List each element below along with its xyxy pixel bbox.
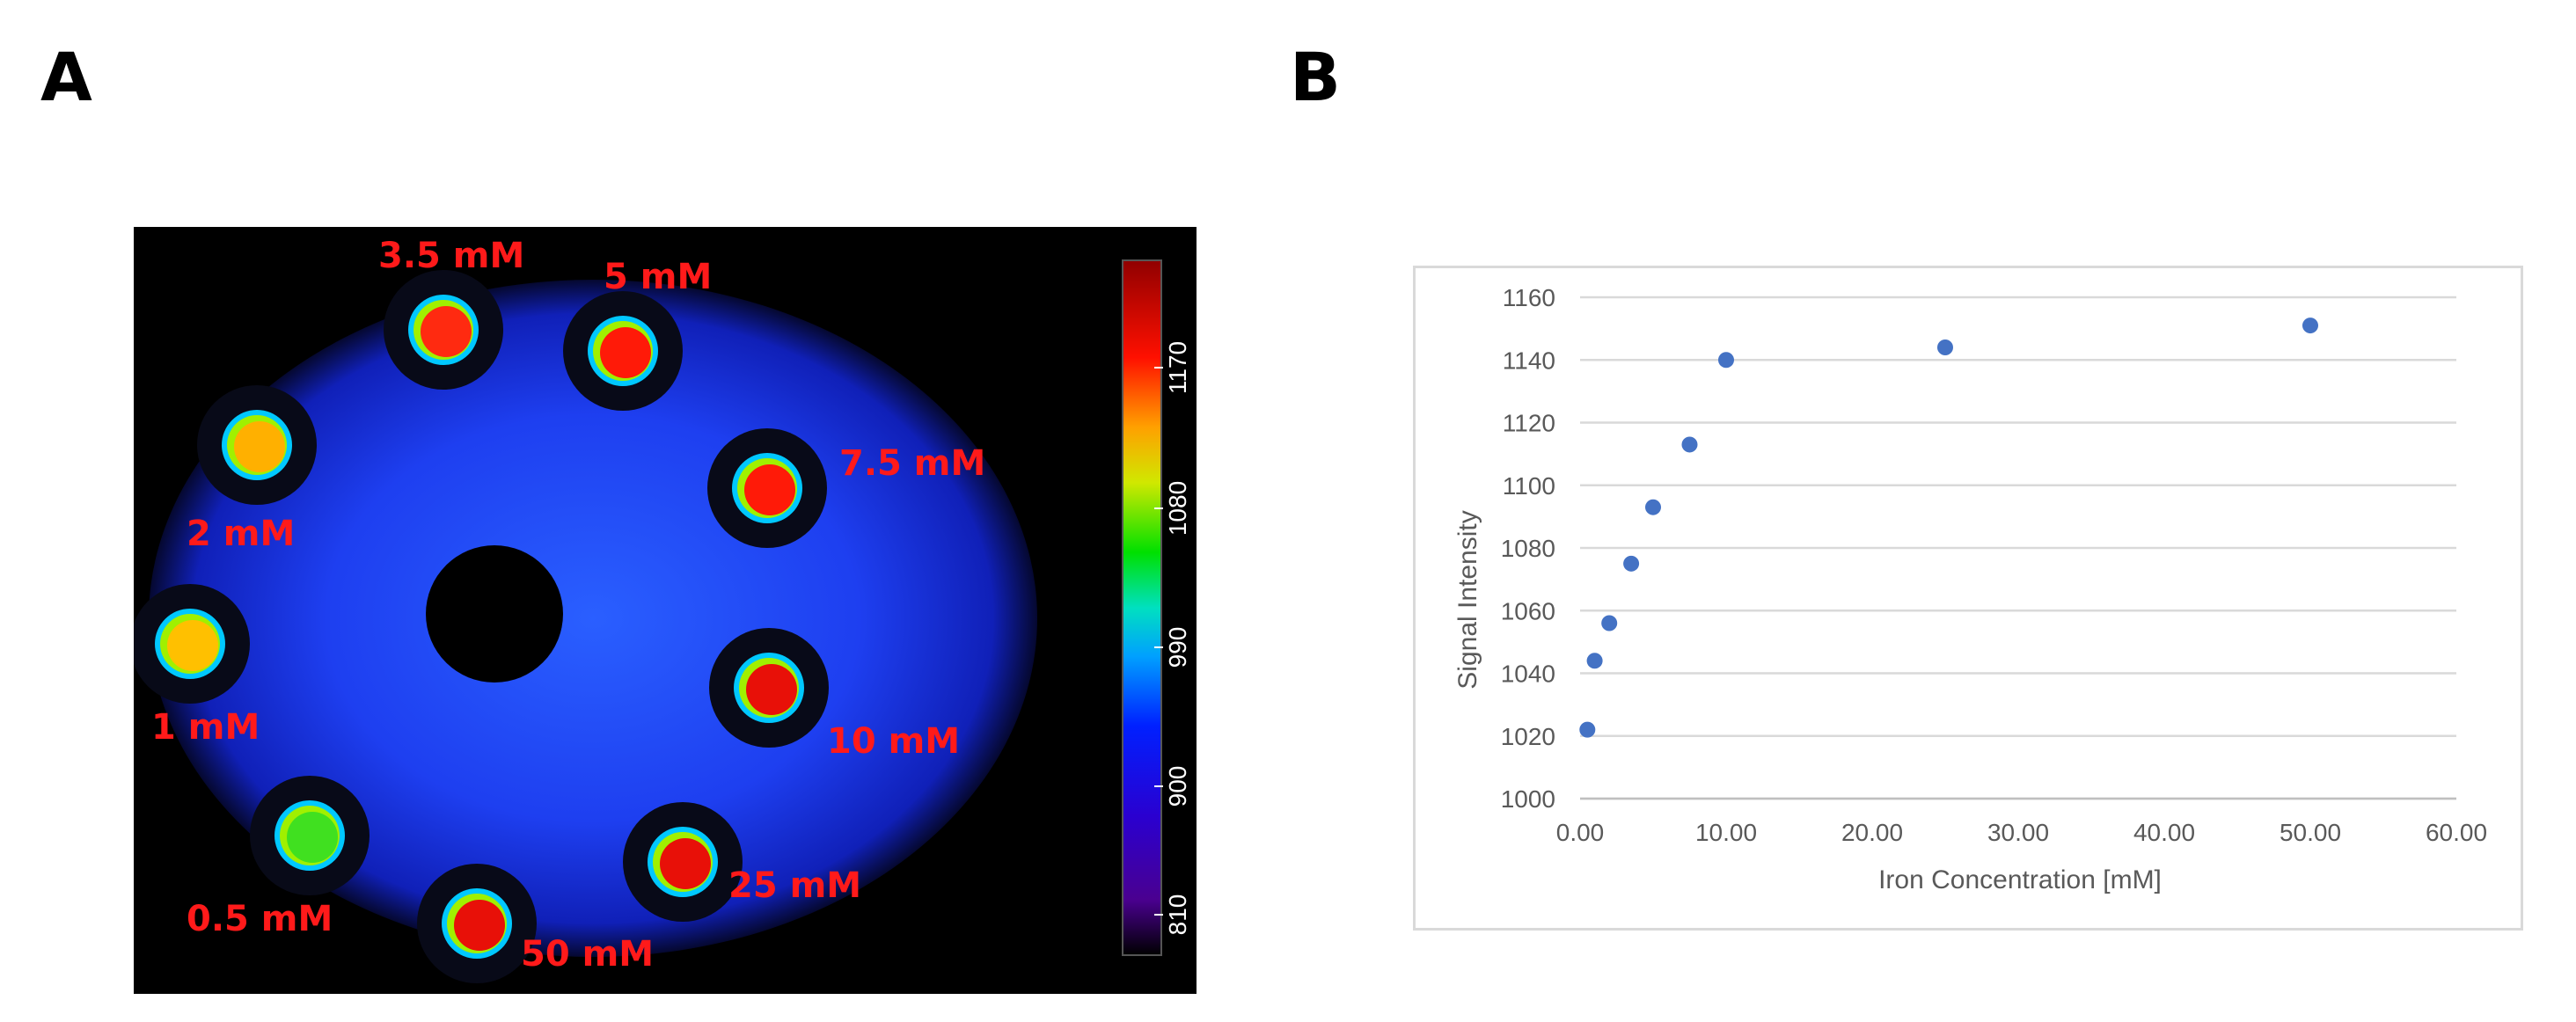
data-point <box>1586 653 1603 669</box>
x-tick-label: 0.00 <box>1556 819 1605 846</box>
y-tick-label: 1020 <box>1501 723 1555 750</box>
data-point <box>1579 721 1596 738</box>
data-point <box>1681 436 1698 453</box>
colorbar-tick-label: 990 <box>1164 627 1191 668</box>
tube-concentration-label: 10 mM <box>827 721 960 762</box>
data-point <box>1937 339 1953 355</box>
tube-core <box>660 838 711 889</box>
y-tick-label: 1040 <box>1501 661 1555 688</box>
x-tick-label: 30.00 <box>1987 819 2049 846</box>
x-tick-label: 10.00 <box>1695 819 1757 846</box>
x-axis-label: Iron Concentration [mM] <box>1878 865 2162 894</box>
data-point <box>2302 318 2318 334</box>
x-tick-label: 20.00 <box>1841 819 1903 846</box>
y-tick-label: 1100 <box>1503 472 1555 500</box>
tube-concentration-label: 3.5 mM <box>378 236 524 276</box>
y-tick-label: 1060 <box>1501 597 1555 624</box>
tube-core <box>234 421 285 472</box>
tube-core <box>744 464 795 515</box>
y-tick-label: 1140 <box>1503 347 1555 374</box>
data-point <box>1718 352 1734 369</box>
phantom-color-map: 3.5 mM 5 mM 7.5 mM 2 mM 1 mM 10 mM 0.5 mM 25 mM… <box>134 227 1197 994</box>
x-tick-label: 60.00 <box>2426 819 2487 846</box>
colorbar-tick-label: 900 <box>1164 766 1191 807</box>
x-tick-label: 40.00 <box>2133 819 2195 846</box>
panel-label-a: A <box>40 38 92 116</box>
panel-label-b: B <box>1290 38 1341 116</box>
tube-concentration-label: 0.5 mM <box>187 899 333 939</box>
signal-intensity-scatter: 1000 1020 1040 1060 1080 1100 1120 1140 1160 0.00… <box>1453 284 2487 894</box>
tube-concentration-label: 7.5 mM <box>839 443 985 484</box>
x-tick-label: 50.00 <box>2280 819 2341 846</box>
tube-core <box>287 812 338 863</box>
data-point <box>1645 499 1661 515</box>
y-tick-label: 1120 <box>1503 410 1555 437</box>
colorbar-tick-label: 1080 <box>1164 481 1191 536</box>
tube-concentration-label: 2 mM <box>187 514 295 554</box>
data-point <box>1601 615 1618 631</box>
y-axis-label: Signal Intensity <box>1453 510 1482 689</box>
y-tick-label: 1160 <box>1503 284 1555 311</box>
y-tick-label: 1080 <box>1501 535 1555 562</box>
tube-concentration-label: 5 mM <box>604 257 712 297</box>
y-tick-label: 1000 <box>1501 785 1555 813</box>
tube-concentration-label: 50 mM <box>521 934 654 975</box>
tube-concentration-label: 25 mM <box>728 865 861 906</box>
data-point <box>1623 555 1640 572</box>
colorbar-tick-label: 810 <box>1164 894 1191 936</box>
tube-core <box>454 900 505 951</box>
tube-core <box>746 664 797 715</box>
tube-core <box>167 620 218 671</box>
tube-concentration-label: 1 mM <box>151 707 260 748</box>
tube-core <box>600 327 651 378</box>
tube-core <box>421 306 472 357</box>
colorbar-tick-label: 1170 <box>1164 341 1191 394</box>
chart-frame <box>1413 266 2523 931</box>
